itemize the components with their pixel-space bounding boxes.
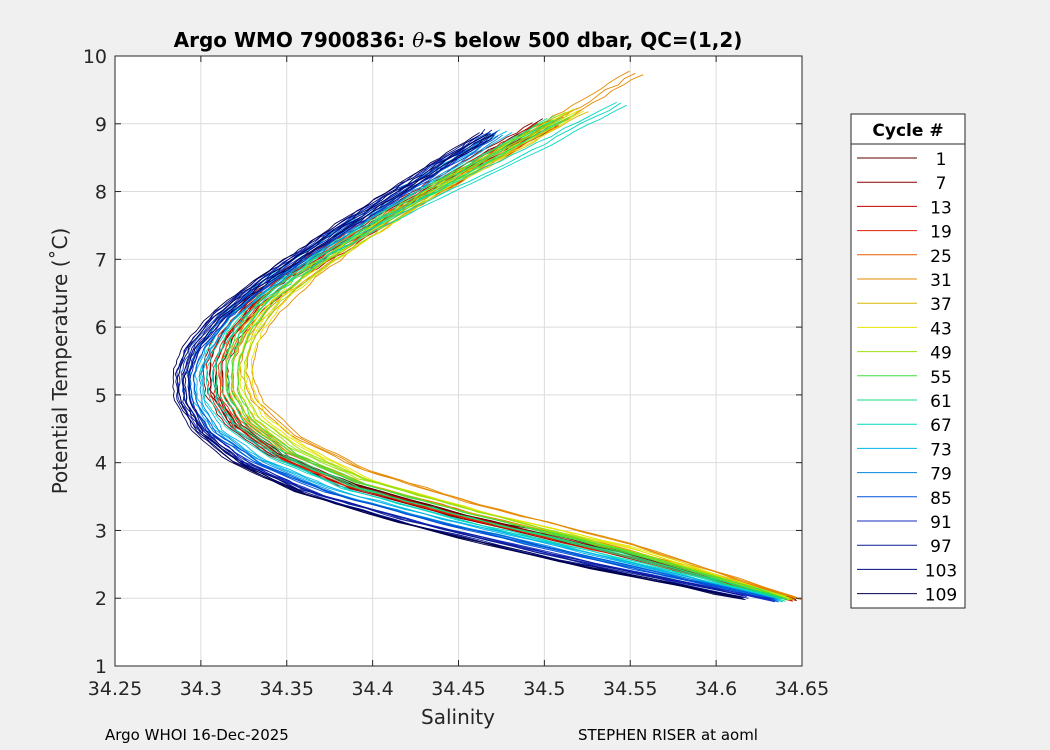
legend-label-37: 37 — [930, 295, 952, 315]
chart-title: Argo WMO 7900836: θ-S below 500 dbar, QC… — [174, 28, 743, 52]
y-tick-label: 6 — [95, 317, 107, 339]
series-group-67 — [198, 101, 784, 603]
x-tick-label: 34.6 — [695, 678, 737, 700]
legend-label-73: 73 — [930, 440, 952, 460]
legend-label-19: 19 — [930, 223, 952, 243]
y-tick-label: 3 — [95, 520, 107, 542]
y-tick-label: 4 — [95, 453, 107, 475]
y-tick-labels: 1 2 3 4 5 6 7 8 9 10 — [83, 46, 107, 678]
x-tick-label: 34.4 — [351, 678, 393, 700]
title-theta: θ — [412, 28, 424, 52]
legend-label-49: 49 — [930, 344, 952, 364]
y-tick-label: 8 — [95, 182, 107, 204]
legend-label-1: 1 — [936, 150, 947, 170]
series-line-55 — [236, 117, 789, 601]
y-tick-label: 2 — [95, 588, 107, 610]
legend-label-7: 7 — [936, 174, 947, 194]
series-line-67 — [198, 101, 781, 600]
legend-label-85: 85 — [930, 489, 952, 509]
series-lines — [172, 70, 802, 603]
x-tick-label: 34.65 — [775, 678, 829, 700]
legend-label-31: 31 — [930, 271, 952, 291]
legend-label-55: 55 — [930, 368, 952, 388]
legend-label-61: 61 — [930, 392, 952, 412]
legend: Cycle # 1 7 13 19 25 31 37 43 49 55 61 67 73 79 85 91 97… — [850, 113, 966, 609]
ticks — [114, 55, 803, 667]
legend-label-43: 43 — [930, 319, 952, 339]
footer-right: STEPHEN RISER at aoml — [578, 726, 758, 744]
title-prefix: Argo WMO 7900836: — [174, 28, 413, 52]
legend-items: 1 7 13 19 25 31 37 43 49 55 61 67 73 79 85 91 97 103 109 — [857, 150, 957, 606]
series-line-85 — [192, 135, 778, 602]
footer-left: Argo WHOI 16-Dec-2025 — [105, 726, 289, 744]
y-tick-label: 10 — [83, 46, 107, 68]
y-tick-label: 7 — [95, 249, 107, 271]
series-line-73 — [200, 132, 782, 602]
x-tick-label: 34.25 — [88, 678, 142, 700]
series-line-49 — [243, 113, 791, 601]
series-line-103 — [187, 134, 746, 601]
series-group-109 — [172, 132, 745, 600]
x-tick-label: 34.5 — [523, 678, 565, 700]
x-tick-label: 34.3 — [180, 678, 222, 700]
y-axis-label: Potential Temperature (˚C) — [48, 228, 72, 495]
legend-label-13: 13 — [930, 198, 952, 218]
legend-label-25: 25 — [930, 247, 952, 267]
legend-title: Cycle # — [872, 121, 943, 141]
x-tick-label: 34.45 — [431, 678, 485, 700]
legend-label-67: 67 — [930, 416, 952, 436]
title-suffix: -S below 500 dbar, QC=(1,2) — [424, 28, 742, 52]
series-line-43 — [251, 110, 790, 600]
series-line-37 — [231, 109, 795, 600]
legend-label-79: 79 — [930, 465, 952, 485]
legend-label-109: 109 — [925, 586, 957, 606]
series-line-109 — [183, 134, 745, 600]
series-line-67 — [211, 104, 784, 603]
y-tick-label: 1 — [95, 656, 107, 678]
y-tick-label: 5 — [95, 385, 107, 407]
x-tick-label: 34.35 — [260, 678, 314, 700]
series-line-109 — [172, 132, 740, 598]
legend-label-103: 103 — [925, 561, 957, 581]
legend-label-91: 91 — [930, 513, 952, 533]
x-tick-label: 34.55 — [603, 678, 657, 700]
legend-box — [850, 113, 966, 609]
legend-label-97: 97 — [930, 537, 952, 557]
series-line-61 — [226, 120, 786, 602]
y-tick-label: 9 — [95, 114, 107, 136]
x-axis-label: Salinity — [421, 705, 495, 729]
x-tick-labels: 34.25 34.3 34.35 34.4 34.45 34.5 34.55 34.6 34.6… — [88, 678, 829, 700]
series-line-91 — [189, 138, 776, 603]
